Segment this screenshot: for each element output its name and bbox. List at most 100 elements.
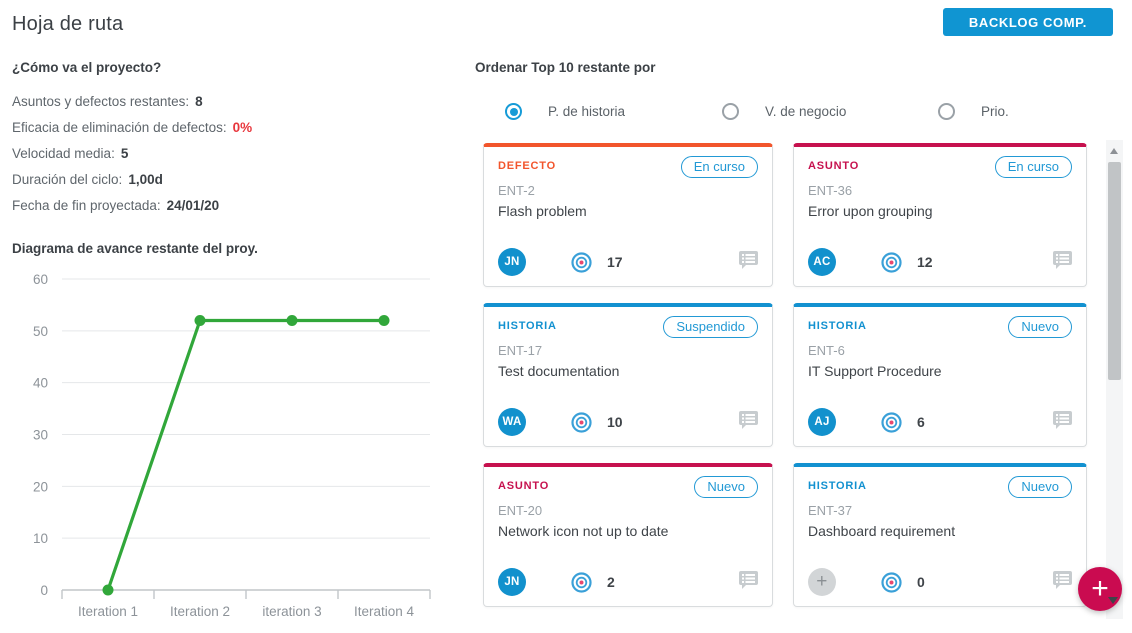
backlog-comp-button[interactable]: BACKLOG COMP. bbox=[942, 8, 1113, 36]
sort-option-label: P. de historia bbox=[548, 104, 626, 119]
svg-text:20: 20 bbox=[33, 479, 48, 494]
sort-option[interactable]: P. de historia bbox=[505, 103, 625, 120]
add-item-fab-button[interactable]: + bbox=[1078, 567, 1122, 611]
estimate-points: 10 bbox=[607, 414, 623, 430]
svg-text:0: 0 bbox=[40, 583, 48, 598]
card-id: ENT-36 bbox=[808, 183, 853, 198]
svg-text:Iteration 2: Iteration 2 bbox=[170, 604, 230, 619]
card-title: Error upon grouping bbox=[808, 203, 933, 219]
top10-cards-grid: DEFECTO En curso ENT-2 Flash problem JN … bbox=[483, 143, 1087, 607]
status-badge[interactable]: Suspendido bbox=[663, 316, 758, 338]
card-type-label: ASUNTO bbox=[498, 480, 550, 492]
burndown-chart-svg: 0 10 20 30 40 50 60 Iteration 1 Iteration 2 itera… bbox=[33, 272, 431, 619]
svg-text:10: 10 bbox=[33, 531, 48, 546]
status-badge[interactable]: En curso bbox=[680, 156, 758, 178]
card-title: Dashboard requirement bbox=[808, 523, 956, 539]
svg-text:40: 40 bbox=[33, 376, 48, 391]
scroll-up-arrow-icon[interactable] bbox=[1110, 148, 1118, 154]
notes-icon[interactable] bbox=[738, 250, 759, 275]
card-type-label: ASUNTO bbox=[808, 160, 860, 172]
estimate-points: 17 bbox=[607, 254, 623, 270]
card-type-label: HISTORIA bbox=[808, 320, 867, 332]
svg-text:60: 60 bbox=[33, 272, 48, 287]
project-stats-list: Asuntos y defectos restantes: 8 Eficacia d… bbox=[12, 89, 462, 219]
stat-row: Fecha de fin proyectada: 24/01/20 bbox=[12, 193, 462, 219]
stat-row: Velocidad media: 5 bbox=[12, 141, 462, 167]
status-badge[interactable]: Nuevo bbox=[694, 476, 758, 498]
top10-panel: Ordenar Top 10 restante por P. de histor… bbox=[475, 60, 1089, 125]
notes-icon[interactable] bbox=[1052, 250, 1073, 275]
radio-unselected-icon[interactable] bbox=[938, 103, 955, 120]
scrollbar-thumb[interactable] bbox=[1108, 162, 1121, 380]
work-item-card[interactable]: DEFECTO En curso ENT-2 Flash problem JN … bbox=[483, 143, 773, 287]
card-title: Network icon not up to date bbox=[498, 523, 669, 539]
estimate-points: 0 bbox=[917, 574, 925, 590]
scroll-down-arrow-icon[interactable] bbox=[1108, 597, 1118, 604]
stat-label: Duración del ciclo: bbox=[12, 172, 123, 187]
radio-selected-icon[interactable] bbox=[505, 103, 522, 120]
estimate-target-icon bbox=[881, 251, 902, 273]
radio-unselected-icon[interactable] bbox=[722, 103, 739, 120]
stat-value: 24/01/20 bbox=[166, 198, 220, 213]
stat-label: Eficacia de eliminación de defectos: bbox=[12, 120, 227, 135]
avatar[interactable]: AJ bbox=[808, 408, 836, 436]
card-id: ENT-6 bbox=[808, 343, 845, 358]
work-item-card[interactable]: HISTORIA Nuevo ENT-6 IT Support Procedur… bbox=[793, 303, 1087, 447]
card-id: ENT-37 bbox=[808, 503, 853, 518]
svg-text:30: 30 bbox=[33, 428, 48, 443]
stat-row: Eficacia de eliminación de defectos: 0% bbox=[12, 115, 462, 141]
card-id: ENT-17 bbox=[498, 343, 543, 358]
card-title: IT Support Procedure bbox=[808, 363, 942, 379]
sort-radio-group: P. de historia V. de negocio Prio. bbox=[475, 103, 1089, 125]
avatar[interactable]: JN bbox=[498, 568, 526, 596]
burndown-chart-title: Diagrama de avance restante del proy. bbox=[12, 241, 258, 256]
stat-row: Duración del ciclo: 1,00d bbox=[12, 167, 462, 193]
project-status-heading: ¿Cómo va el proyecto? bbox=[12, 60, 162, 75]
estimate-target-icon bbox=[881, 571, 902, 593]
avatar[interactable]: AC bbox=[808, 248, 836, 276]
stat-value: 5 bbox=[120, 146, 129, 161]
estimate-points: 12 bbox=[917, 254, 933, 270]
estimate-points: 6 bbox=[917, 414, 925, 430]
sort-option[interactable]: Prio. bbox=[938, 103, 1009, 120]
avatar-unassigned[interactable]: + bbox=[808, 568, 836, 596]
estimate-target-icon bbox=[571, 411, 592, 433]
card-title: Test documentation bbox=[498, 363, 620, 379]
notes-icon[interactable] bbox=[738, 410, 759, 435]
stat-value: 1,00d bbox=[128, 172, 163, 187]
work-item-card[interactable]: ASUNTO En curso ENT-36 Error upon groupi… bbox=[793, 143, 1087, 287]
burndown-chart: 0 10 20 30 40 50 60 Iteration 1 Iteration 2 itera… bbox=[12, 264, 462, 633]
sort-heading: Ordenar Top 10 restante por bbox=[475, 60, 656, 75]
card-id: ENT-2 bbox=[498, 183, 535, 198]
vertical-scrollbar[interactable] bbox=[1106, 140, 1123, 619]
stat-value: 8 bbox=[195, 94, 203, 109]
project-status-panel: ¿Cómo va el proyecto? Asuntos y defectos… bbox=[12, 60, 462, 633]
notes-icon[interactable] bbox=[1052, 570, 1073, 595]
card-title: Flash problem bbox=[498, 203, 587, 219]
stat-label: Velocidad media: bbox=[12, 146, 115, 161]
sort-option-label: Prio. bbox=[981, 104, 1009, 119]
estimate-target-icon bbox=[881, 411, 902, 433]
card-type-label: HISTORIA bbox=[808, 480, 867, 492]
notes-icon[interactable] bbox=[1052, 410, 1073, 435]
svg-text:Iteration 4: Iteration 4 bbox=[354, 604, 415, 619]
stat-row: Asuntos y defectos restantes: 8 bbox=[12, 89, 462, 115]
estimate-points: 2 bbox=[607, 574, 615, 590]
card-type-label: HISTORIA bbox=[498, 320, 557, 332]
work-item-card[interactable]: ASUNTO Nuevo ENT-20 Network icon not up … bbox=[483, 463, 773, 607]
svg-text:iteration 3: iteration 3 bbox=[262, 604, 321, 619]
stat-label: Asuntos y defectos restantes: bbox=[12, 94, 190, 109]
svg-text:50: 50 bbox=[33, 324, 48, 339]
plus-icon: + bbox=[1091, 572, 1109, 605]
avatar[interactable]: JN bbox=[498, 248, 526, 276]
status-badge[interactable]: Nuevo bbox=[1008, 476, 1072, 498]
card-type-label: DEFECTO bbox=[498, 160, 556, 172]
avatar[interactable]: WA bbox=[498, 408, 526, 436]
notes-icon[interactable] bbox=[738, 570, 759, 595]
work-item-card[interactable]: HISTORIA Suspendido ENT-17 Test document… bbox=[483, 303, 773, 447]
estimate-target-icon bbox=[571, 251, 592, 273]
sort-option[interactable]: V. de negocio bbox=[722, 103, 846, 120]
status-badge[interactable]: Nuevo bbox=[1008, 316, 1072, 338]
work-item-card[interactable]: HISTORIA Nuevo ENT-37 Dashboard requirem… bbox=[793, 463, 1087, 607]
status-badge[interactable]: En curso bbox=[994, 156, 1072, 178]
